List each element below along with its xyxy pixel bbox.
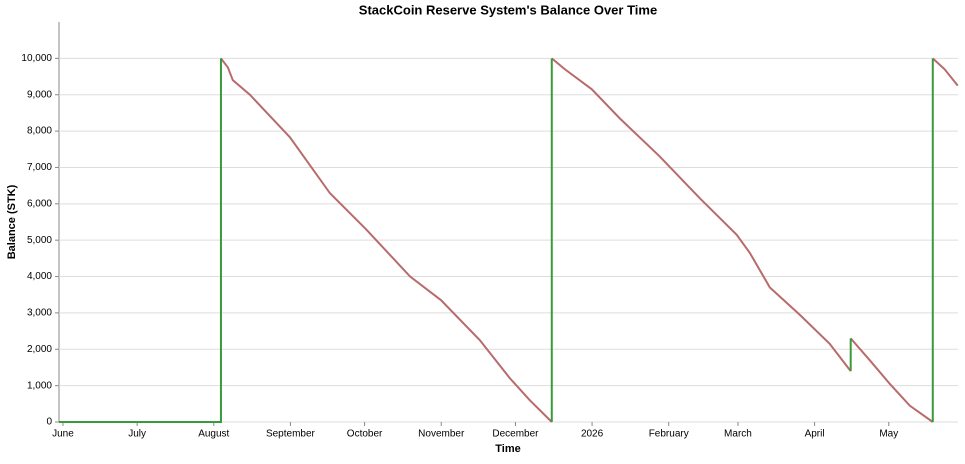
chart-title: StackCoin Reserve System's Balance Over …	[359, 2, 657, 17]
y-axis-title: Balance (STK)	[6, 184, 18, 259]
series-line	[220, 57, 959, 423]
y-tick-label: 2,000	[27, 344, 52, 355]
y-tick-label: 3,000	[27, 308, 52, 319]
x-tick-label: December	[492, 429, 539, 440]
y-tick-label: 5,000	[27, 235, 52, 246]
x-axis-title: Time	[495, 443, 520, 455]
x-tick-label: July	[128, 429, 146, 440]
x-tick-label: February	[649, 429, 689, 440]
y-tick-label: 6,000	[27, 198, 52, 209]
series-line	[59, 58, 934, 423]
x-tick-label: September	[266, 429, 316, 440]
y-tick-label: 9,000	[27, 89, 52, 100]
y-tick-label: 4,000	[27, 271, 52, 282]
y-tick-label: 8,000	[27, 126, 52, 137]
x-tick-label: June	[52, 429, 74, 440]
x-tick-label: March	[724, 429, 752, 440]
y-tick-label: 0	[46, 417, 52, 428]
x-tick-label: May	[879, 429, 898, 440]
x-tick-label: November	[418, 429, 465, 440]
x-tick-label: 2026	[581, 429, 604, 440]
y-tick-label: 10,000	[21, 53, 52, 64]
x-tick-label: April	[805, 429, 825, 440]
x-tick-label: August	[198, 429, 229, 440]
y-tick-label: 1,000	[27, 380, 52, 391]
y-tick-label: 7,000	[27, 162, 52, 173]
x-tick-label: October	[347, 429, 383, 440]
